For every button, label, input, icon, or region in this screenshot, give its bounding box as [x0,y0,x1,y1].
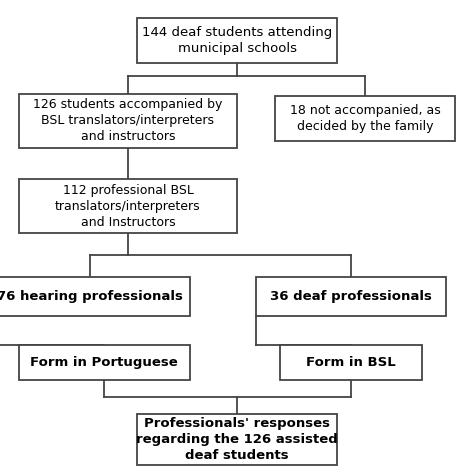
Text: 144 deaf students attending
municipal schools: 144 deaf students attending municipal sc… [142,26,332,55]
FancyBboxPatch shape [280,345,422,380]
FancyBboxPatch shape [19,179,237,234]
FancyBboxPatch shape [19,345,190,380]
FancyBboxPatch shape [0,277,190,316]
Text: 112 professional BSL
translators/interpreters
and Instructors: 112 professional BSL translators/interpr… [55,184,201,228]
FancyBboxPatch shape [256,277,446,316]
Text: Professionals' responses
regarding the 126 assisted
deaf students: Professionals' responses regarding the 1… [136,418,338,462]
Text: Form in Portuguese: Form in Portuguese [30,356,178,369]
Text: 36 deaf professionals: 36 deaf professionals [270,290,432,303]
Text: 126 students accompanied by
BSL translators/interpreters
and instructors: 126 students accompanied by BSL translat… [33,99,223,143]
FancyBboxPatch shape [275,96,455,141]
FancyBboxPatch shape [19,94,237,148]
FancyBboxPatch shape [137,18,337,63]
Text: 18 not accompanied, as
decided by the family: 18 not accompanied, as decided by the fa… [290,104,440,133]
FancyBboxPatch shape [137,414,337,465]
Text: Form in BSL: Form in BSL [306,356,396,369]
Text: 76 hearing professionals: 76 hearing professionals [0,290,183,303]
